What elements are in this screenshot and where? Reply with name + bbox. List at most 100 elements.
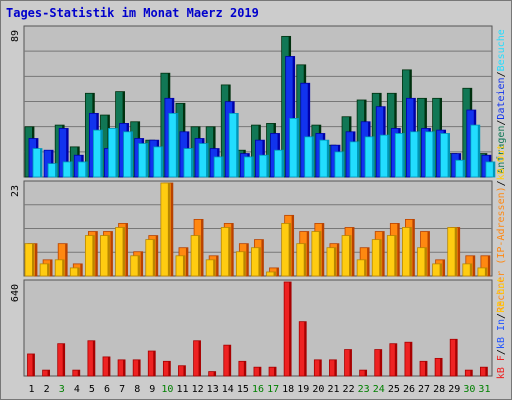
bar-shade bbox=[122, 227, 125, 276]
x-tick-label: 7 bbox=[119, 384, 125, 395]
bar-shade bbox=[319, 359, 322, 376]
bar-shade bbox=[352, 227, 355, 276]
bar-shade bbox=[379, 349, 382, 376]
bar-shade bbox=[190, 148, 193, 177]
bar-shade bbox=[296, 118, 299, 177]
bar-shade bbox=[221, 156, 224, 177]
legend-entry: kB Out bbox=[496, 144, 507, 180]
chart-title: Tages-Statistik im Monat Maerz 2019 bbox=[6, 6, 259, 20]
bar-shade bbox=[137, 255, 140, 276]
legend-entry: / bbox=[496, 349, 507, 355]
bar-shade bbox=[439, 263, 442, 276]
bar-shade bbox=[92, 235, 95, 276]
x-tick-label: 25 bbox=[388, 384, 400, 395]
x-tick-label: 4 bbox=[74, 384, 80, 395]
bar-shade bbox=[424, 247, 427, 276]
bar-shade bbox=[110, 231, 113, 276]
x-tick-label: 23 bbox=[358, 384, 370, 395]
bar-shade bbox=[40, 148, 42, 177]
bar-shade bbox=[198, 340, 201, 376]
bar-shade bbox=[454, 227, 457, 276]
x-tick-label: 8 bbox=[134, 384, 140, 395]
x-tick-label: 3 bbox=[59, 384, 65, 395]
bar-shade bbox=[289, 282, 292, 376]
bar-shade bbox=[168, 361, 171, 376]
legend-top: Anfragen/Dateien/Besuche bbox=[496, 29, 507, 174]
bar-shade bbox=[440, 358, 443, 376]
bar-shade bbox=[364, 370, 367, 376]
legend-entry: / bbox=[496, 180, 507, 186]
x-tick-label: 19 bbox=[297, 384, 309, 395]
bar-shade bbox=[492, 161, 495, 177]
bar-shade bbox=[357, 141, 360, 177]
bar-shade bbox=[213, 371, 216, 376]
bar-shade bbox=[231, 223, 234, 276]
bar-shade bbox=[228, 345, 231, 376]
bar-shade bbox=[66, 128, 69, 177]
bar-shade bbox=[152, 239, 155, 276]
y-max-label-top: 89 bbox=[10, 30, 21, 42]
bar-shade bbox=[364, 259, 367, 276]
legend-entry: kB F bbox=[496, 355, 507, 379]
bar-shade bbox=[276, 267, 279, 276]
legend-entry: Dateien bbox=[496, 77, 507, 119]
bar-shade bbox=[333, 247, 336, 276]
legend-entry: Anfragen bbox=[496, 126, 507, 174]
bar-shade bbox=[123, 359, 126, 376]
bar-shade bbox=[125, 223, 128, 276]
bar-shade bbox=[487, 255, 490, 276]
bar-shade bbox=[95, 231, 98, 276]
bar-shade bbox=[246, 243, 249, 276]
bar-shade bbox=[160, 146, 163, 177]
bar-shade bbox=[288, 223, 291, 276]
bar-shade bbox=[140, 251, 143, 276]
bar-shade bbox=[167, 183, 170, 276]
bar-shade bbox=[307, 83, 310, 177]
bar-shade bbox=[130, 131, 133, 177]
bar-shade bbox=[409, 227, 412, 276]
bar-shade bbox=[334, 359, 337, 376]
x-tick-label: 20 bbox=[312, 384, 324, 395]
x-tick-label: 14 bbox=[222, 384, 234, 395]
x-tick-label: 29 bbox=[448, 384, 460, 395]
bar-shade bbox=[336, 243, 339, 276]
bar-shade bbox=[387, 135, 390, 177]
bar-shade bbox=[318, 231, 321, 276]
bar-shade bbox=[470, 370, 473, 376]
bar-shade bbox=[292, 56, 295, 177]
x-tick-label: 11 bbox=[176, 384, 188, 395]
bar-shade bbox=[258, 367, 261, 376]
bar-shade bbox=[372, 136, 375, 177]
bar-shade bbox=[442, 259, 445, 276]
x-tick-label: 12 bbox=[192, 384, 204, 395]
bar-shade bbox=[213, 259, 216, 276]
x-tick-label: 30 bbox=[463, 384, 475, 395]
bar-shade bbox=[379, 239, 382, 276]
bar-shade bbox=[50, 259, 53, 276]
bar-shade bbox=[427, 231, 430, 276]
plot-area-bottom bbox=[23, 279, 493, 377]
bar-shade bbox=[198, 235, 201, 276]
x-tick-label: 5 bbox=[89, 384, 95, 395]
bar-shade bbox=[462, 160, 465, 177]
bar-shade bbox=[183, 365, 186, 376]
bar-shade bbox=[432, 131, 435, 177]
bar-shade bbox=[62, 343, 65, 376]
bar-shade bbox=[485, 367, 488, 376]
bar-shade bbox=[35, 243, 37, 276]
x-tick-label: 10 bbox=[161, 384, 173, 395]
bar-shade bbox=[32, 353, 35, 376]
bar-shade bbox=[457, 227, 460, 276]
bar-shade bbox=[243, 361, 246, 376]
bar-shade bbox=[65, 243, 68, 276]
bar-shade bbox=[367, 247, 370, 276]
bar-shade bbox=[349, 349, 352, 376]
bar-shade bbox=[70, 161, 73, 177]
x-tick-label: 2 bbox=[44, 384, 50, 395]
bar-shade bbox=[412, 219, 415, 276]
x-tick-label: 26 bbox=[403, 384, 415, 395]
x-tick-label: 16 bbox=[252, 384, 264, 395]
bar-shade bbox=[216, 255, 219, 276]
legend-entry: kB In bbox=[496, 319, 507, 349]
y-max-label-bottom: 640 bbox=[10, 284, 21, 302]
